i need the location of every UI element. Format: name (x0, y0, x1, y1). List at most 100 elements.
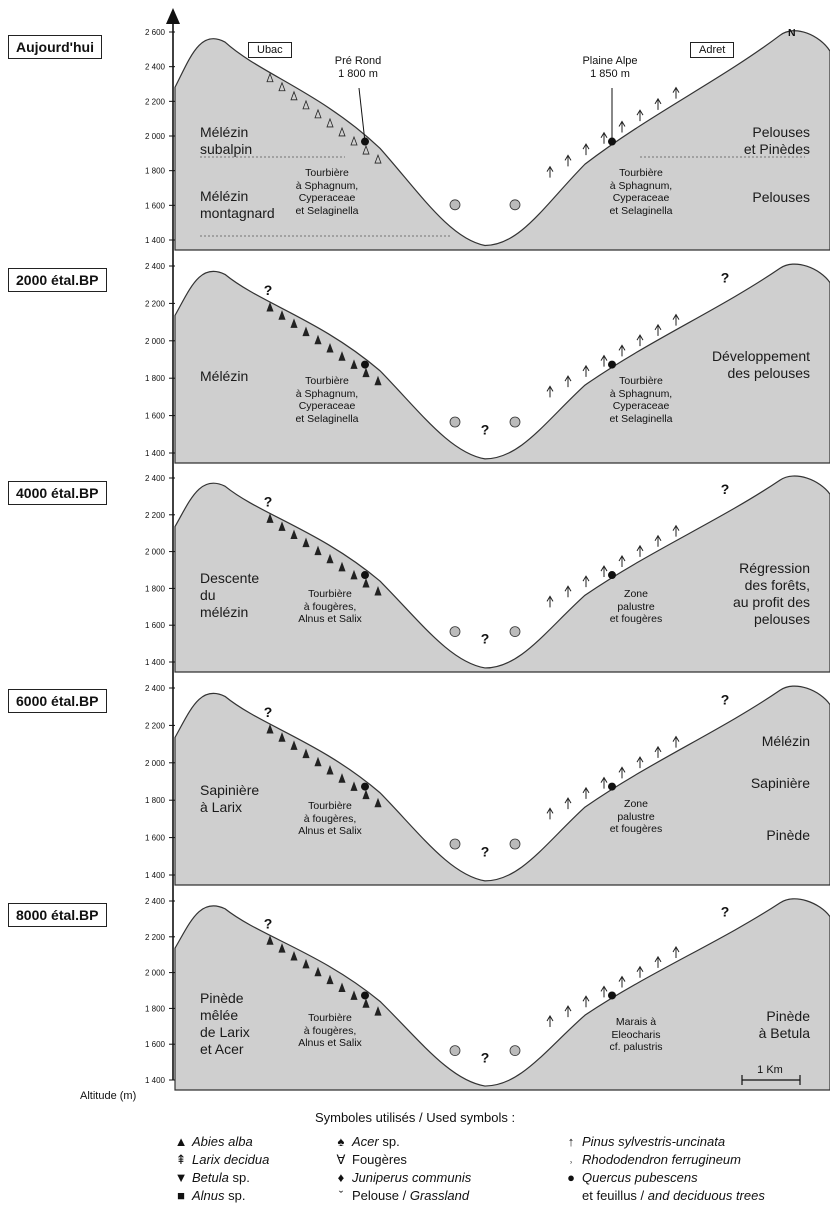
panel-1-pine-head-7 (672, 313, 680, 320)
panel-1-tree-icon-8 (362, 367, 370, 378)
panel-4-tick-label-5: 1 400 (145, 1076, 166, 1085)
p2-bog-right-3: et fougères (609, 613, 663, 625)
p3-bog-right: Zone palustre et fougères (596, 798, 676, 836)
panel-3-pine-head-2 (582, 786, 590, 794)
legend-item: et feuillus / and deciduous trees (582, 1188, 765, 1203)
panel-3-question-mark-2: ? (721, 692, 730, 708)
panel-3-tick-label-5: 1 400 (145, 871, 166, 880)
panel-4-tree-icon-4 (314, 966, 322, 977)
panel-4-bog-left-marker (361, 991, 369, 1000)
panel-2-tree-icon-7 (350, 569, 358, 580)
panel-tag-2000bp: 2000 étal.BP (8, 268, 107, 292)
panel-4-pine-head-1 (564, 1005, 572, 1012)
legend-symbol-icon: ▼ (174, 1170, 188, 1185)
panel-0-tick-label-6: 1 400 (145, 236, 166, 245)
panel-0-oak-icon-1 (509, 199, 521, 211)
panel-2-tree-icon-2 (290, 529, 298, 539)
p0-bog-left-4: et Selaginella (295, 204, 359, 217)
panel-3: 2 400 2 200 2 000 1 800 1 600 1 400??? (145, 680, 830, 886)
panel-0-tree-icon-2 (290, 90, 298, 101)
p4-bog-right: Marais à Eleocharis cf. palustris (596, 1016, 676, 1054)
panel-4-pine-head-3 (600, 985, 608, 992)
panel-4-question-mark-1: ? (481, 1049, 490, 1065)
panel-2-pine-head-0 (546, 595, 554, 602)
panel-2-tree-icon-8 (362, 577, 370, 588)
panel-tag-today: Aujourd'hui (8, 35, 102, 59)
panel-4-terrain (174, 898, 830, 1091)
legend-item: ∀ Fougères (330, 1152, 407, 1167)
panel-0-pine-head-0 (546, 165, 554, 172)
pre-rond-name: Pré Rond (334, 55, 382, 67)
panel-2-pine-head-7 (672, 524, 680, 531)
panel-2-tree-icon-1 (278, 521, 286, 531)
p1-bog-left-4: et Selaginella (295, 412, 359, 425)
panel-0-tick-label-3: 2 000 (145, 132, 166, 141)
panel-0-pine-head-7 (672, 86, 680, 93)
p2-bog-right: Zone palustre et fougères (596, 588, 676, 626)
p0-bog-right-2: à Sphagnum, (609, 179, 673, 192)
p0-left-3: Mélézin (200, 188, 249, 204)
plaine-alpe-alt: 1 850 m (590, 67, 630, 80)
panel-2-tick-label-2: 2 000 (145, 548, 166, 557)
panel-1-tick-label-2: 2 000 (145, 337, 166, 346)
panel-0-tree-icon-9 (374, 153, 382, 164)
p4-right-1: Pinède (766, 1008, 810, 1024)
p2-bog-left: Tourbière à fougères, Alnus et Salix (280, 588, 380, 626)
panel-1-tick-label-0: 2 400 (145, 262, 166, 271)
p0-bog-right-1: Tourbière (619, 167, 663, 179)
panel-3-oak-icon-0 (449, 838, 461, 850)
p0-right-1: Pelouses (752, 124, 810, 140)
legend-item: ↑ Pinus sylvestris-uncinata (560, 1134, 725, 1149)
p4-bog-right-3: cf. palustris (609, 1041, 663, 1053)
panel-1-tree-icon-4 (314, 334, 322, 345)
panel-3-tick-label-1: 2 200 (145, 721, 166, 730)
pre-rond-leader (358, 87, 366, 143)
legend-symbol-icon: ↑ (567, 1134, 575, 1149)
panel-1-tree-icon-3 (302, 326, 310, 337)
panel-4-tree-icon-9 (374, 1006, 382, 1016)
panel-1-pine-head-2 (582, 364, 590, 372)
p2-bog-left-1: Tourbière (308, 588, 352, 600)
panel-1-tick-label-1: 2 200 (145, 299, 166, 308)
legend-symbol-icon: ˇ (338, 1188, 344, 1203)
legend-item: ● Quercus pubescens (560, 1170, 698, 1185)
adret-label: Adret (690, 42, 735, 58)
panel-2-tick-label-1: 2 200 (145, 511, 166, 520)
panel-2-pine-head-2 (582, 575, 590, 582)
panel-2-tick-label-5: 1 400 (145, 658, 166, 667)
panel-4-pine-head-0 (546, 1014, 554, 1022)
legend-symbol-icon: ● (567, 1170, 575, 1185)
panel-0-tick-label-5: 1 600 (145, 201, 166, 210)
panel-1-bog-left-marker (361, 360, 369, 369)
p4-left-4: et Acer (200, 1041, 244, 1057)
panel-0-tick-label-4: 1 800 (145, 167, 166, 176)
panel-2-tree-icon-6 (338, 561, 346, 572)
p2-left-1: Descente (200, 570, 260, 586)
legend-item: ˇ Pelouse / Grassland (330, 1188, 469, 1203)
panel-4-oak-icon-0 (449, 1045, 461, 1056)
panel-4-tree-icon-1 (278, 943, 286, 953)
panel-2-pine-head-3 (600, 565, 608, 572)
panel-2-tree-icon-4 (314, 545, 322, 556)
panel-2-terrain (174, 475, 830, 673)
p1-bog-left-1: Tourbière (305, 375, 349, 387)
p4-bog-left: Tourbière à fougères, Alnus et Salix (280, 1012, 380, 1050)
p2-left-3: mélézin (200, 604, 249, 620)
p2-bog-right-2: palustre (617, 600, 655, 613)
p0-right-3: Pelouses (752, 189, 810, 205)
p2-bog-left-3: Alnus et Salix (298, 613, 362, 625)
legend-symbol-icon: ⇞ (175, 1152, 187, 1167)
legend-item: ■ Alnus sp. (170, 1188, 245, 1203)
panel-2-question-mark-0: ? (264, 493, 273, 509)
p4-bog-left-2: à fougères, (303, 1024, 357, 1037)
plaine-alpe-label: Plaine Alpe 1 850 m (570, 55, 650, 80)
panel-0-tree-icon-4 (314, 108, 322, 119)
panel-1-question-mark-2: ? (721, 270, 730, 286)
p2-right-1: Régression (739, 560, 810, 576)
panel-2-question-mark-1: ? (481, 631, 490, 647)
p3-bog-left: Tourbière à fougères, Alnus et Salix (280, 800, 380, 838)
panel-2-tree-icon-0 (266, 513, 274, 523)
panel-0-tree-icon-5 (326, 117, 334, 128)
panel-3-tick-label-4: 1 600 (145, 834, 166, 843)
